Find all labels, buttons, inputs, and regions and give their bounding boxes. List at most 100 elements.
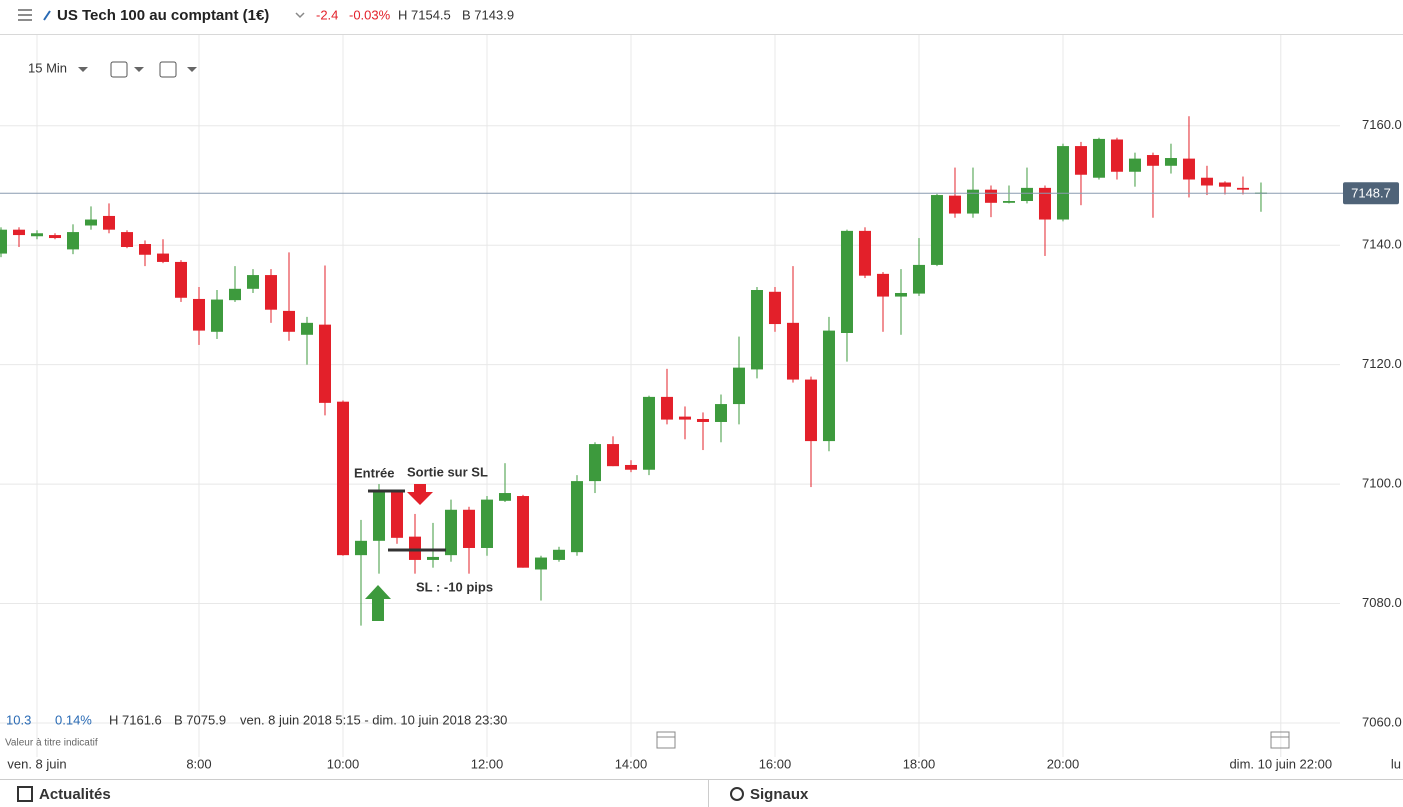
candle-body bbox=[1200, 177, 1213, 186]
candle-body bbox=[912, 264, 925, 294]
candle-body bbox=[372, 491, 385, 541]
annotation: Sortie sur SL bbox=[407, 464, 488, 479]
footer-change-pct: 0.14% bbox=[55, 712, 92, 727]
candle-body bbox=[354, 540, 367, 556]
interval-dropdown[interactable] bbox=[78, 67, 88, 72]
footer-change: 10.3 bbox=[6, 712, 31, 727]
y-tick-label: 7100.0 bbox=[1362, 476, 1402, 491]
candle-body bbox=[48, 235, 61, 239]
candle-body bbox=[498, 493, 511, 501]
candle-body bbox=[1218, 182, 1231, 187]
plot bbox=[0, 116, 1345, 626]
y-tick-label: 7120.0 bbox=[1362, 356, 1402, 371]
tab[interactable]: Actualités bbox=[39, 786, 111, 803]
candle-body bbox=[894, 292, 907, 297]
candle-body bbox=[31, 233, 44, 237]
candle-body bbox=[1092, 138, 1105, 178]
x-tick-label: 16:00 bbox=[759, 756, 792, 771]
candle-body bbox=[390, 491, 403, 538]
candle-body bbox=[120, 232, 133, 248]
candle-body bbox=[300, 322, 313, 335]
candle-body bbox=[624, 464, 637, 470]
candle-body bbox=[966, 189, 979, 214]
menu-icon[interactable] bbox=[18, 9, 32, 21]
candle-body bbox=[0, 229, 8, 254]
footer-range: ven. 8 juin 2018 5:15 - dim. 10 juin 201… bbox=[240, 712, 507, 727]
candle-body bbox=[138, 244, 151, 255]
candle-body bbox=[426, 556, 439, 560]
candle-body bbox=[1146, 155, 1159, 166]
candle-body bbox=[1002, 201, 1015, 203]
candle-body bbox=[534, 557, 547, 570]
header-high: H 7154.5 bbox=[398, 7, 451, 22]
candle-body bbox=[1074, 146, 1087, 175]
header-change: -2.4 bbox=[316, 7, 338, 22]
calendar-icon[interactable] bbox=[656, 731, 676, 749]
candle-body bbox=[660, 396, 673, 420]
candle-body bbox=[642, 396, 655, 470]
instrument-dropdown[interactable] bbox=[295, 12, 305, 19]
candle-body bbox=[588, 444, 601, 482]
candle-body bbox=[930, 195, 943, 265]
footer-low: B 7075.9 bbox=[174, 712, 226, 727]
candle-body bbox=[516, 496, 529, 568]
candle-body bbox=[732, 367, 745, 405]
candle-body bbox=[408, 536, 421, 560]
current-price-label: 7148.7 bbox=[1351, 186, 1391, 201]
footer-high: H 7161.6 bbox=[109, 712, 162, 727]
candle-body bbox=[13, 229, 26, 236]
candle-body bbox=[1164, 158, 1177, 166]
candle-body bbox=[444, 509, 457, 556]
candle-body bbox=[318, 324, 331, 403]
header-change-pct: -0.03% bbox=[349, 7, 391, 22]
y-tick-label: 7060.0 bbox=[1362, 714, 1402, 729]
candle-body bbox=[156, 253, 169, 262]
footer-note: Valeur à titre indicatif bbox=[5, 738, 98, 749]
edit-icon[interactable] bbox=[43, 10, 51, 21]
candle-body bbox=[66, 232, 79, 250]
candle-body bbox=[102, 215, 115, 230]
candle-body bbox=[822, 330, 835, 442]
candle-body bbox=[1020, 187, 1033, 202]
candle-body bbox=[678, 416, 691, 420]
y-tick-label: 7080.0 bbox=[1362, 595, 1402, 610]
x-tick-label: lu bbox=[1391, 756, 1401, 771]
tab[interactable]: Signaux bbox=[750, 786, 809, 803]
x-tick-label: 20:00 bbox=[1047, 756, 1080, 771]
x-tick-label: 12:00 bbox=[471, 756, 504, 771]
candle-body bbox=[174, 261, 187, 298]
x-tick-label: 14:00 bbox=[615, 756, 648, 771]
candle-body bbox=[1128, 158, 1141, 172]
current-price-box bbox=[1343, 182, 1399, 205]
candle-body bbox=[210, 299, 223, 332]
candle-body bbox=[192, 298, 205, 331]
x-tick-label: ven. 8 juin bbox=[7, 756, 66, 771]
candle-body bbox=[552, 549, 565, 560]
signals-icon[interactable] bbox=[730, 787, 744, 801]
candle-body bbox=[876, 273, 889, 297]
calendar-icon[interactable] bbox=[1270, 731, 1290, 749]
candle-body bbox=[1038, 187, 1051, 220]
candle-body bbox=[606, 444, 619, 467]
x-tick-label: 8:00 bbox=[186, 756, 211, 771]
candle-body bbox=[1056, 146, 1069, 220]
candle-body bbox=[282, 310, 295, 332]
candle-body bbox=[246, 275, 259, 289]
x-tick-label: 18:00 bbox=[903, 756, 936, 771]
candle-body bbox=[984, 189, 997, 203]
instrument-name[interactable]: US Tech 100 au comptant (1€) bbox=[57, 7, 269, 24]
candle-body bbox=[948, 195, 961, 214]
indicator-button[interactable] bbox=[159, 61, 197, 78]
candle-body bbox=[768, 291, 781, 325]
interval-selector[interactable]: 15 Min bbox=[28, 60, 67, 75]
candle-body bbox=[228, 288, 241, 301]
candle-body bbox=[480, 499, 493, 548]
candle-body bbox=[570, 481, 583, 553]
candle-body bbox=[462, 509, 475, 548]
chart-type-button[interactable] bbox=[110, 61, 144, 78]
candle-body bbox=[858, 230, 871, 276]
candle-body bbox=[264, 275, 277, 310]
news-icon[interactable] bbox=[17, 786, 33, 802]
